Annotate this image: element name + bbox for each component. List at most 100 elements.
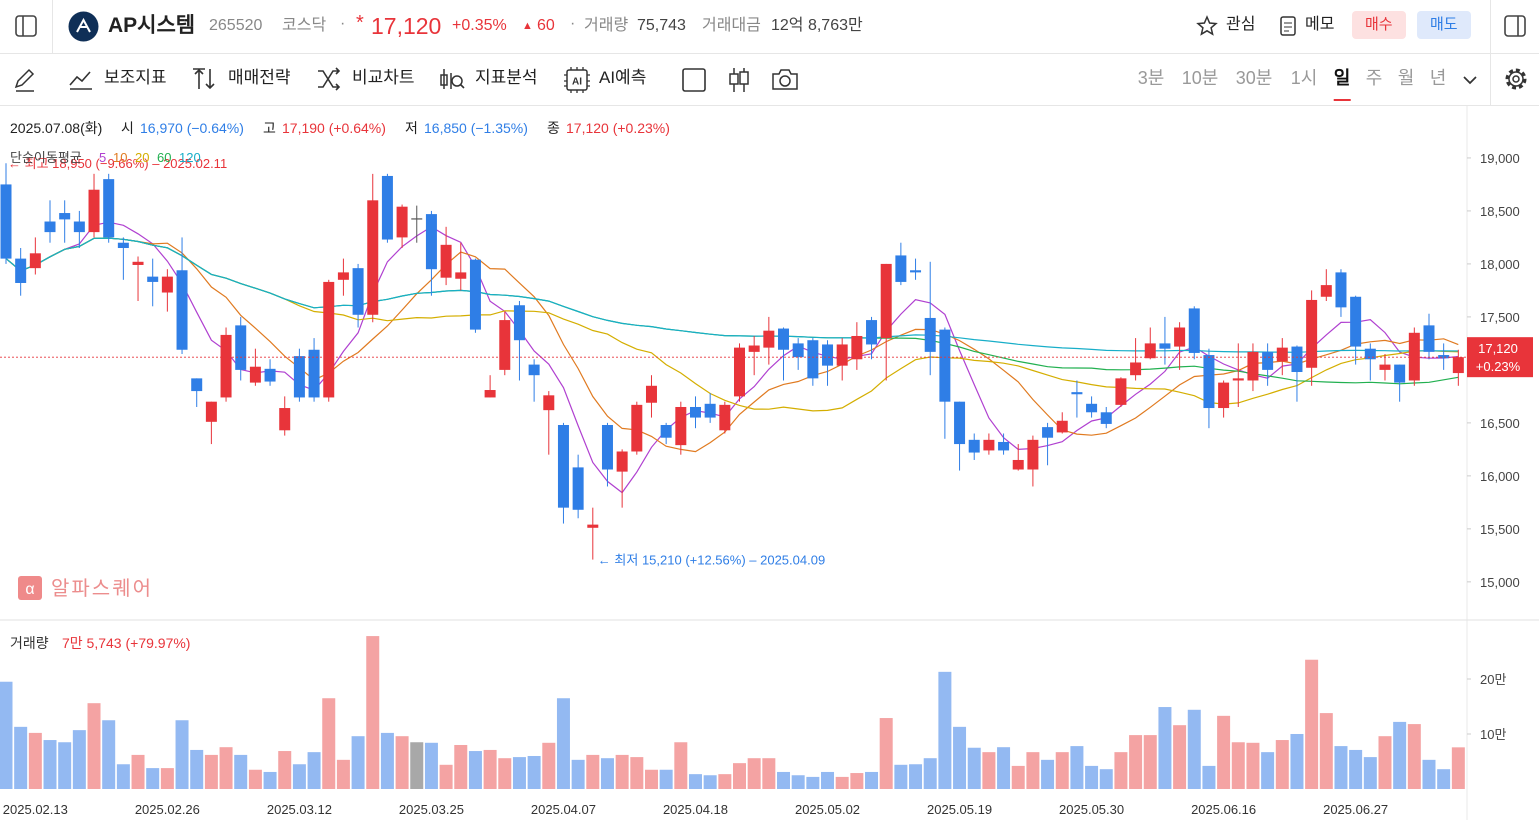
layout-icon[interactable] — [682, 68, 706, 92]
volume-bar — [380, 732, 394, 789]
candle-body — [513, 305, 525, 341]
candle-body — [631, 404, 643, 452]
camera-icon[interactable] — [771, 67, 799, 91]
volume-bar — [1217, 715, 1231, 789]
volume-bar — [953, 726, 967, 789]
candle-body — [1438, 355, 1450, 359]
sidebar-toggle[interactable] — [0, 0, 53, 53]
volume-bar — [190, 749, 204, 789]
period-tab[interactable]: 월 — [1397, 68, 1415, 88]
moving-average — [5, 237, 1459, 353]
volume-bar — [483, 749, 497, 789]
watermark: 알파스퀘어 — [51, 577, 153, 600]
panel-toggle[interactable] — [1490, 0, 1539, 53]
candle-body — [469, 259, 481, 330]
y-tick-label: 18,000 — [1480, 257, 1520, 272]
candle-body — [1452, 357, 1464, 374]
y-tick-label: 19,000 — [1480, 151, 1520, 166]
period-tab[interactable]: 일 — [1333, 67, 1351, 101]
volume-bar — [644, 769, 658, 789]
stock-code: 265520 — [209, 17, 263, 34]
candle-body — [1423, 325, 1435, 352]
volume-bar — [909, 764, 923, 789]
volume-bar — [821, 771, 835, 789]
volume-bar — [733, 763, 746, 789]
buy-button[interactable]: 매수 — [1352, 11, 1406, 39]
volume-bar — [1158, 707, 1172, 789]
candle-body — [1276, 347, 1288, 362]
candle-icon[interactable] — [727, 66, 751, 94]
volume-bar — [1422, 759, 1436, 789]
candle-body — [1218, 382, 1230, 409]
volume-bar — [1305, 659, 1319, 789]
volume-bar — [527, 755, 541, 789]
chart: 15,00015,50016,00016,50017,00017,50018,0… — [0, 106, 1539, 820]
y-tick-label: 15,500 — [1480, 522, 1520, 537]
gear-icon — [1505, 68, 1527, 90]
volume-bar — [674, 742, 688, 789]
volume-bar — [58, 742, 72, 789]
info-high-label: 고 — [263, 120, 276, 136]
volume-bar — [1085, 765, 1099, 789]
candle-body — [103, 179, 115, 238]
candle-body — [1012, 459, 1024, 470]
candle-body — [660, 424, 672, 438]
amount-label: 거래대금 — [702, 17, 761, 34]
volume-bar — [454, 744, 468, 789]
volume-bar — [1275, 740, 1289, 789]
price: 17,120 — [371, 13, 442, 39]
volume-bar — [498, 758, 512, 789]
volume: 75,743 — [637, 17, 686, 34]
x-tick-label: 2025.02.13 — [3, 802, 68, 817]
volume-label: 거래량 — [584, 17, 629, 34]
period-tab[interactable]: 10분 — [1181, 68, 1219, 88]
watch-label: 관심 — [1226, 16, 1256, 33]
candle-body — [147, 276, 159, 282]
period-more[interactable] — [1462, 72, 1478, 88]
candle-body — [1291, 346, 1303, 373]
tool-label: 보조지표 — [104, 68, 167, 87]
candle-body — [1394, 364, 1406, 383]
candle-body — [1350, 296, 1362, 347]
volume-bar — [204, 754, 218, 789]
volume-bar — [630, 757, 644, 789]
volume-bar — [234, 754, 248, 789]
draw-icon[interactable] — [12, 67, 38, 93]
volume-bar — [894, 764, 908, 789]
period-tab[interactable]: 년 — [1429, 68, 1447, 88]
period-tab[interactable]: 30분 — [1235, 68, 1273, 88]
volume-bar — [1070, 746, 1084, 789]
settings-button[interactable] — [1490, 54, 1539, 105]
volume-bar — [1349, 749, 1363, 789]
candle-body — [308, 349, 320, 398]
candle-body — [719, 404, 731, 431]
volume-bar — [366, 636, 380, 789]
candle-body — [1174, 327, 1186, 347]
volume-bar — [967, 747, 981, 789]
y-tick-label: 16,500 — [1480, 416, 1520, 431]
candle-body — [499, 320, 511, 370]
candle-body — [998, 441, 1010, 451]
candle-body — [176, 270, 188, 350]
info-high: 17,190 (+0.64%) — [282, 120, 386, 136]
period-tab[interactable]: 3분 — [1137, 68, 1165, 88]
period-tab[interactable]: 1시 — [1290, 68, 1318, 88]
candle-body — [675, 406, 687, 446]
volume-bar — [1099, 769, 1113, 789]
period-tab[interactable]: 주 — [1365, 68, 1383, 88]
volume-title: 거래량 — [10, 635, 49, 651]
sell-button[interactable]: 매도 — [1417, 11, 1471, 39]
flag: * — [356, 12, 364, 34]
volume-bar — [1143, 735, 1157, 789]
info-close-label: 종 — [547, 120, 560, 136]
volume-bar — [424, 742, 438, 789]
x-tick-label: 2025.03.25 — [399, 802, 464, 817]
candle-body — [323, 281, 335, 398]
info-open: 16,970 (−0.64%) — [140, 120, 244, 136]
y-tick-label: 16,000 — [1480, 469, 1520, 484]
logo — [68, 11, 99, 42]
candle-body — [734, 347, 745, 397]
candle-body — [557, 424, 569, 508]
volume-bar — [586, 754, 600, 789]
volume-bar — [219, 747, 233, 789]
